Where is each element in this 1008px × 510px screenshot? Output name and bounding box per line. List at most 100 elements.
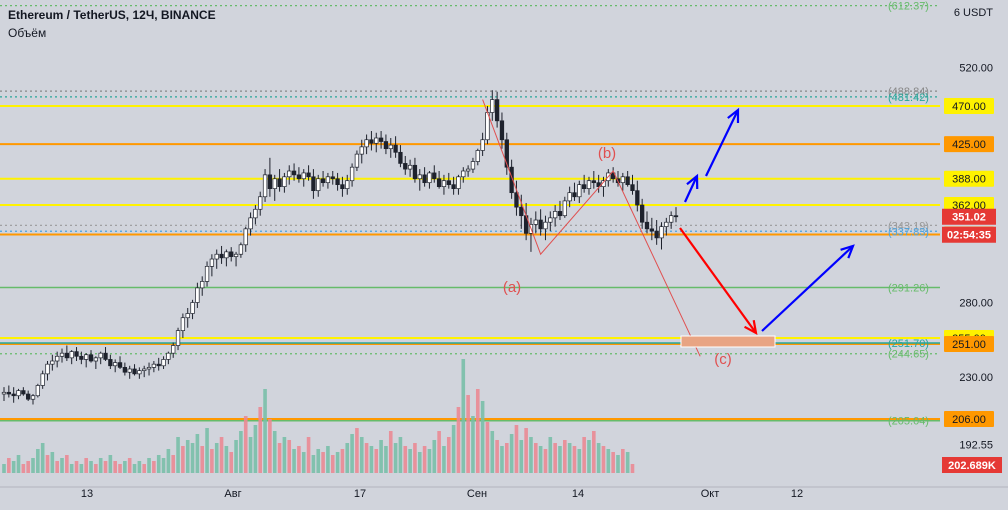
volume-bar — [504, 443, 509, 473]
arrow-up-short — [684, 175, 698, 203]
price-axis-tick: 230.00 — [959, 372, 993, 384]
volume-bar — [113, 461, 117, 473]
candle-body — [209, 258, 215, 267]
volume-bar — [563, 440, 567, 473]
volume-bar — [432, 440, 437, 473]
volume-bar — [417, 452, 422, 473]
time-axis-tick: 14 — [572, 488, 584, 500]
candle-body — [258, 196, 263, 210]
volume-bar — [166, 449, 171, 473]
candle-body — [287, 170, 292, 178]
candle-body — [306, 172, 311, 178]
arrow-down — [679, 227, 757, 334]
candle-body — [229, 251, 234, 257]
volume-bar — [471, 416, 475, 473]
candle-body — [393, 144, 398, 153]
current-price-text: 351.02 — [952, 212, 986, 224]
volume-bar — [330, 455, 335, 473]
candle-body — [441, 180, 447, 187]
candle-body — [664, 221, 669, 227]
candle-body — [137, 370, 142, 375]
volume-bar — [132, 464, 137, 473]
candle-body — [461, 170, 466, 178]
candle-body — [552, 211, 558, 219]
candle-body — [171, 345, 176, 354]
candle-body — [11, 393, 16, 397]
volume-bar — [258, 407, 263, 473]
candle-body — [88, 354, 94, 362]
volume-bar — [616, 455, 620, 473]
volume-bar — [31, 458, 35, 473]
candle-body — [311, 176, 316, 192]
candle-body — [494, 99, 500, 122]
volume-bar — [369, 446, 374, 473]
candle-body — [277, 178, 282, 187]
volume-bar — [408, 449, 412, 473]
arrow-down-head — [744, 320, 758, 336]
volume-bar — [234, 440, 238, 473]
candle-body — [243, 228, 248, 246]
arrow-up-long — [705, 109, 739, 177]
volume-bar — [335, 452, 340, 473]
volume-bar — [577, 449, 582, 473]
volume-bar — [301, 452, 306, 473]
candle-body — [635, 190, 640, 206]
volume-bar — [152, 461, 156, 473]
candle-body — [659, 226, 664, 239]
volume-bar — [103, 461, 108, 473]
volume-bar — [7, 458, 11, 473]
volume-bar — [239, 431, 243, 473]
candle-body — [630, 184, 635, 192]
volume-bar — [500, 446, 504, 473]
candle-body — [436, 178, 442, 187]
candle-body — [625, 176, 630, 186]
level-price-tag — [944, 335, 994, 352]
candle-body — [330, 176, 335, 180]
volume-bar — [89, 461, 93, 473]
volume-bar — [592, 431, 596, 473]
volume-bar — [229, 452, 234, 473]
volume-bar — [543, 449, 548, 473]
candle-body — [417, 174, 422, 180]
volume-bar — [108, 455, 113, 473]
volume-bar — [210, 449, 214, 473]
volume-bar — [219, 437, 224, 473]
volume-bar — [181, 446, 185, 473]
current-price-tag — [942, 208, 996, 225]
candle-body — [108, 359, 113, 367]
volume-bar — [398, 437, 403, 473]
candle-body — [567, 192, 572, 202]
price-axis-tick: 6 USDT — [954, 7, 993, 19]
volume-bar — [200, 446, 205, 473]
candle-body — [79, 355, 84, 360]
candle-body — [253, 208, 258, 219]
level-price-label: (343.19) — [888, 220, 929, 232]
candle-body — [195, 287, 200, 303]
volume-bar — [287, 440, 292, 473]
candle-body — [378, 137, 384, 142]
volume-bar — [587, 440, 591, 473]
candle-body — [30, 395, 36, 400]
volume-bar — [393, 443, 398, 473]
candle-body — [103, 352, 108, 360]
time-axis-tick: Авг — [224, 488, 241, 500]
candle-body — [301, 172, 306, 180]
volume-bar — [50, 452, 55, 473]
volume-bar — [292, 449, 296, 473]
candle-body — [412, 164, 418, 180]
volume-bar — [374, 449, 379, 473]
volume-bar — [316, 449, 321, 473]
candle-body — [204, 266, 210, 282]
volume-bar — [55, 461, 59, 473]
candle-body — [644, 221, 650, 230]
price-axis-tick: 280.00 — [959, 298, 993, 310]
candle-body — [504, 139, 509, 168]
volume-bar — [345, 443, 350, 473]
volume-bar — [253, 425, 258, 473]
volume-bar — [190, 443, 195, 473]
candle-body — [132, 368, 137, 375]
volume-bar — [519, 440, 524, 473]
volume-bar — [118, 464, 122, 473]
